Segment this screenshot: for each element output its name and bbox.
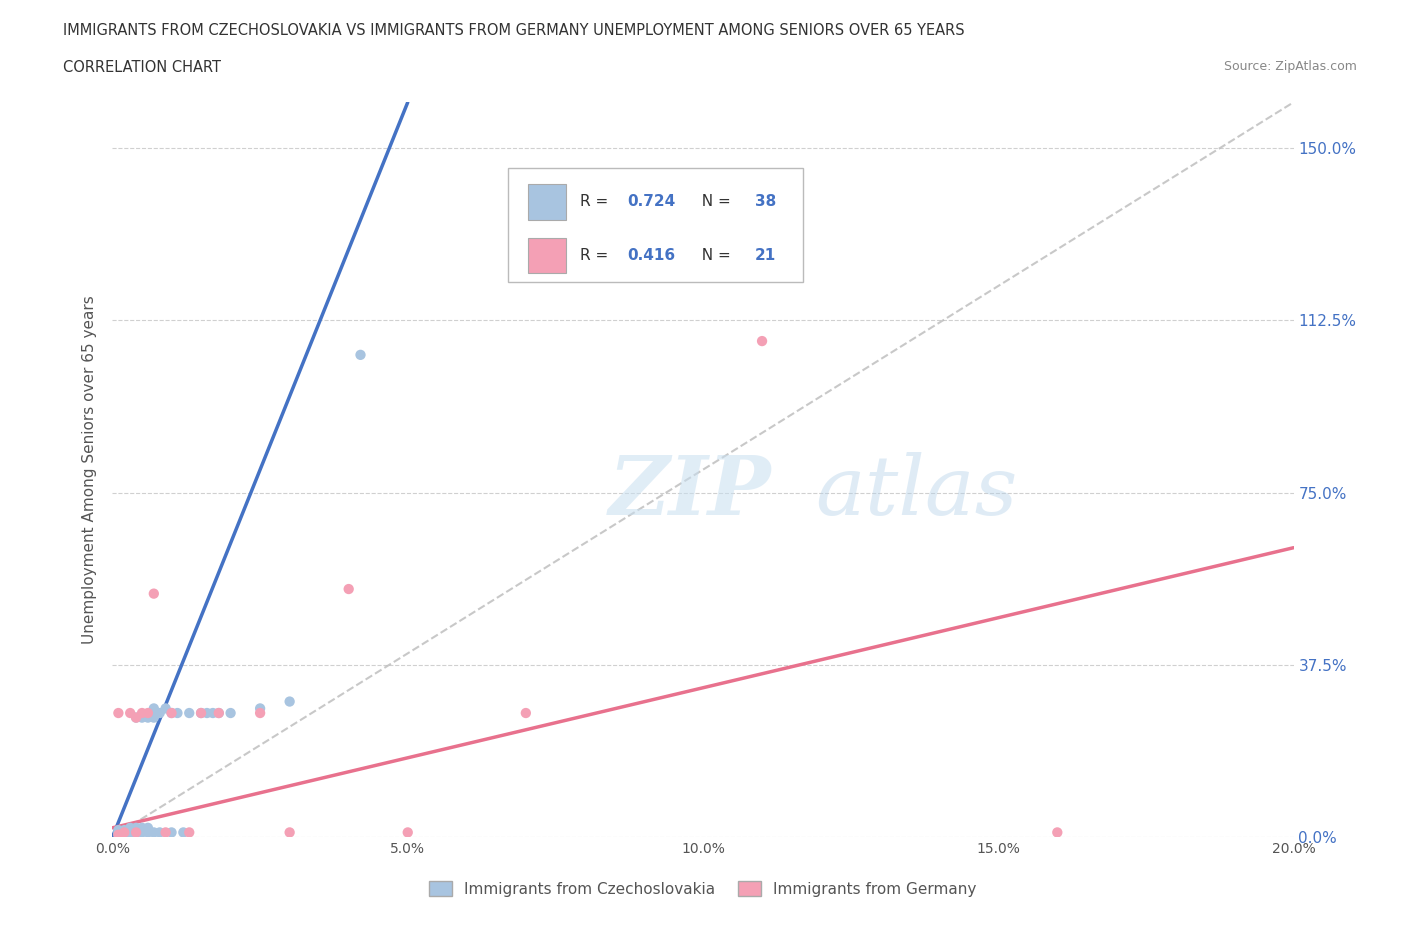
Point — [160, 706, 183, 721]
Point — [120, 825, 142, 840]
Point — [142, 711, 165, 725]
Text: N =: N = — [692, 194, 735, 209]
Point — [160, 706, 183, 721]
Point — [349, 348, 371, 363]
Text: Source: ZipAtlas.com: Source: ZipAtlas.com — [1223, 60, 1357, 73]
Text: R =: R = — [581, 247, 613, 262]
Point — [142, 701, 165, 716]
Point — [751, 334, 773, 349]
Point — [166, 706, 188, 721]
Point — [112, 828, 135, 843]
Point — [136, 825, 159, 840]
Point — [155, 825, 177, 840]
Point — [125, 825, 148, 840]
Point — [149, 706, 172, 721]
Point — [1046, 825, 1069, 840]
Text: IMMIGRANTS FROM CZECHOSLOVAKIA VS IMMIGRANTS FROM GERMANY UNEMPLOYMENT AMONG SEN: IMMIGRANTS FROM CZECHOSLOVAKIA VS IMMIGR… — [63, 23, 965, 38]
Point — [208, 706, 231, 721]
Point — [278, 694, 301, 709]
Point — [120, 823, 142, 838]
Text: atlas: atlas — [815, 452, 1018, 532]
Point — [337, 581, 360, 596]
Point — [107, 823, 129, 838]
Point — [219, 706, 242, 721]
Point — [125, 825, 148, 840]
Text: N =: N = — [692, 247, 735, 262]
Text: 0.416: 0.416 — [627, 247, 675, 262]
Legend: Immigrants from Czechoslovakia, Immigrants from Germany: Immigrants from Czechoslovakia, Immigran… — [423, 874, 983, 903]
Point — [278, 825, 301, 840]
Text: R =: R = — [581, 194, 613, 209]
Point — [107, 706, 129, 721]
Text: 21: 21 — [755, 247, 776, 262]
Point — [249, 706, 271, 721]
Point — [172, 825, 194, 840]
FancyBboxPatch shape — [508, 168, 803, 283]
Text: ZIP: ZIP — [609, 452, 770, 532]
Point — [125, 711, 148, 725]
Point — [201, 706, 224, 721]
Point — [249, 701, 271, 716]
Point — [136, 711, 159, 725]
Point — [142, 825, 165, 840]
Point — [131, 706, 153, 721]
Point — [107, 825, 129, 840]
Point — [131, 825, 153, 840]
Point — [107, 828, 129, 843]
Point — [112, 823, 135, 838]
Point — [107, 828, 129, 843]
Point — [208, 706, 231, 721]
Point — [131, 711, 153, 725]
Bar — [529, 237, 567, 272]
Point — [120, 820, 142, 835]
Point — [125, 711, 148, 725]
Point — [142, 586, 165, 601]
Text: 0.724: 0.724 — [627, 194, 676, 209]
Point — [136, 820, 159, 835]
Point — [179, 825, 201, 840]
Y-axis label: Unemployment Among Seniors over 65 years: Unemployment Among Seniors over 65 years — [82, 296, 97, 644]
Point — [195, 706, 218, 721]
Point — [131, 820, 153, 835]
Text: 38: 38 — [755, 194, 776, 209]
Point — [155, 701, 177, 716]
Text: CORRELATION CHART: CORRELATION CHART — [63, 60, 221, 75]
Point — [149, 825, 172, 840]
Bar — [529, 184, 567, 219]
Point — [190, 706, 212, 721]
Point — [112, 825, 135, 840]
Point — [136, 706, 159, 721]
Point — [112, 825, 135, 840]
Point — [160, 825, 183, 840]
Point — [515, 706, 537, 721]
Point — [190, 706, 212, 721]
Point — [120, 828, 142, 843]
Point — [125, 820, 148, 835]
Point — [179, 706, 201, 721]
Point — [120, 706, 142, 721]
Point — [396, 825, 419, 840]
